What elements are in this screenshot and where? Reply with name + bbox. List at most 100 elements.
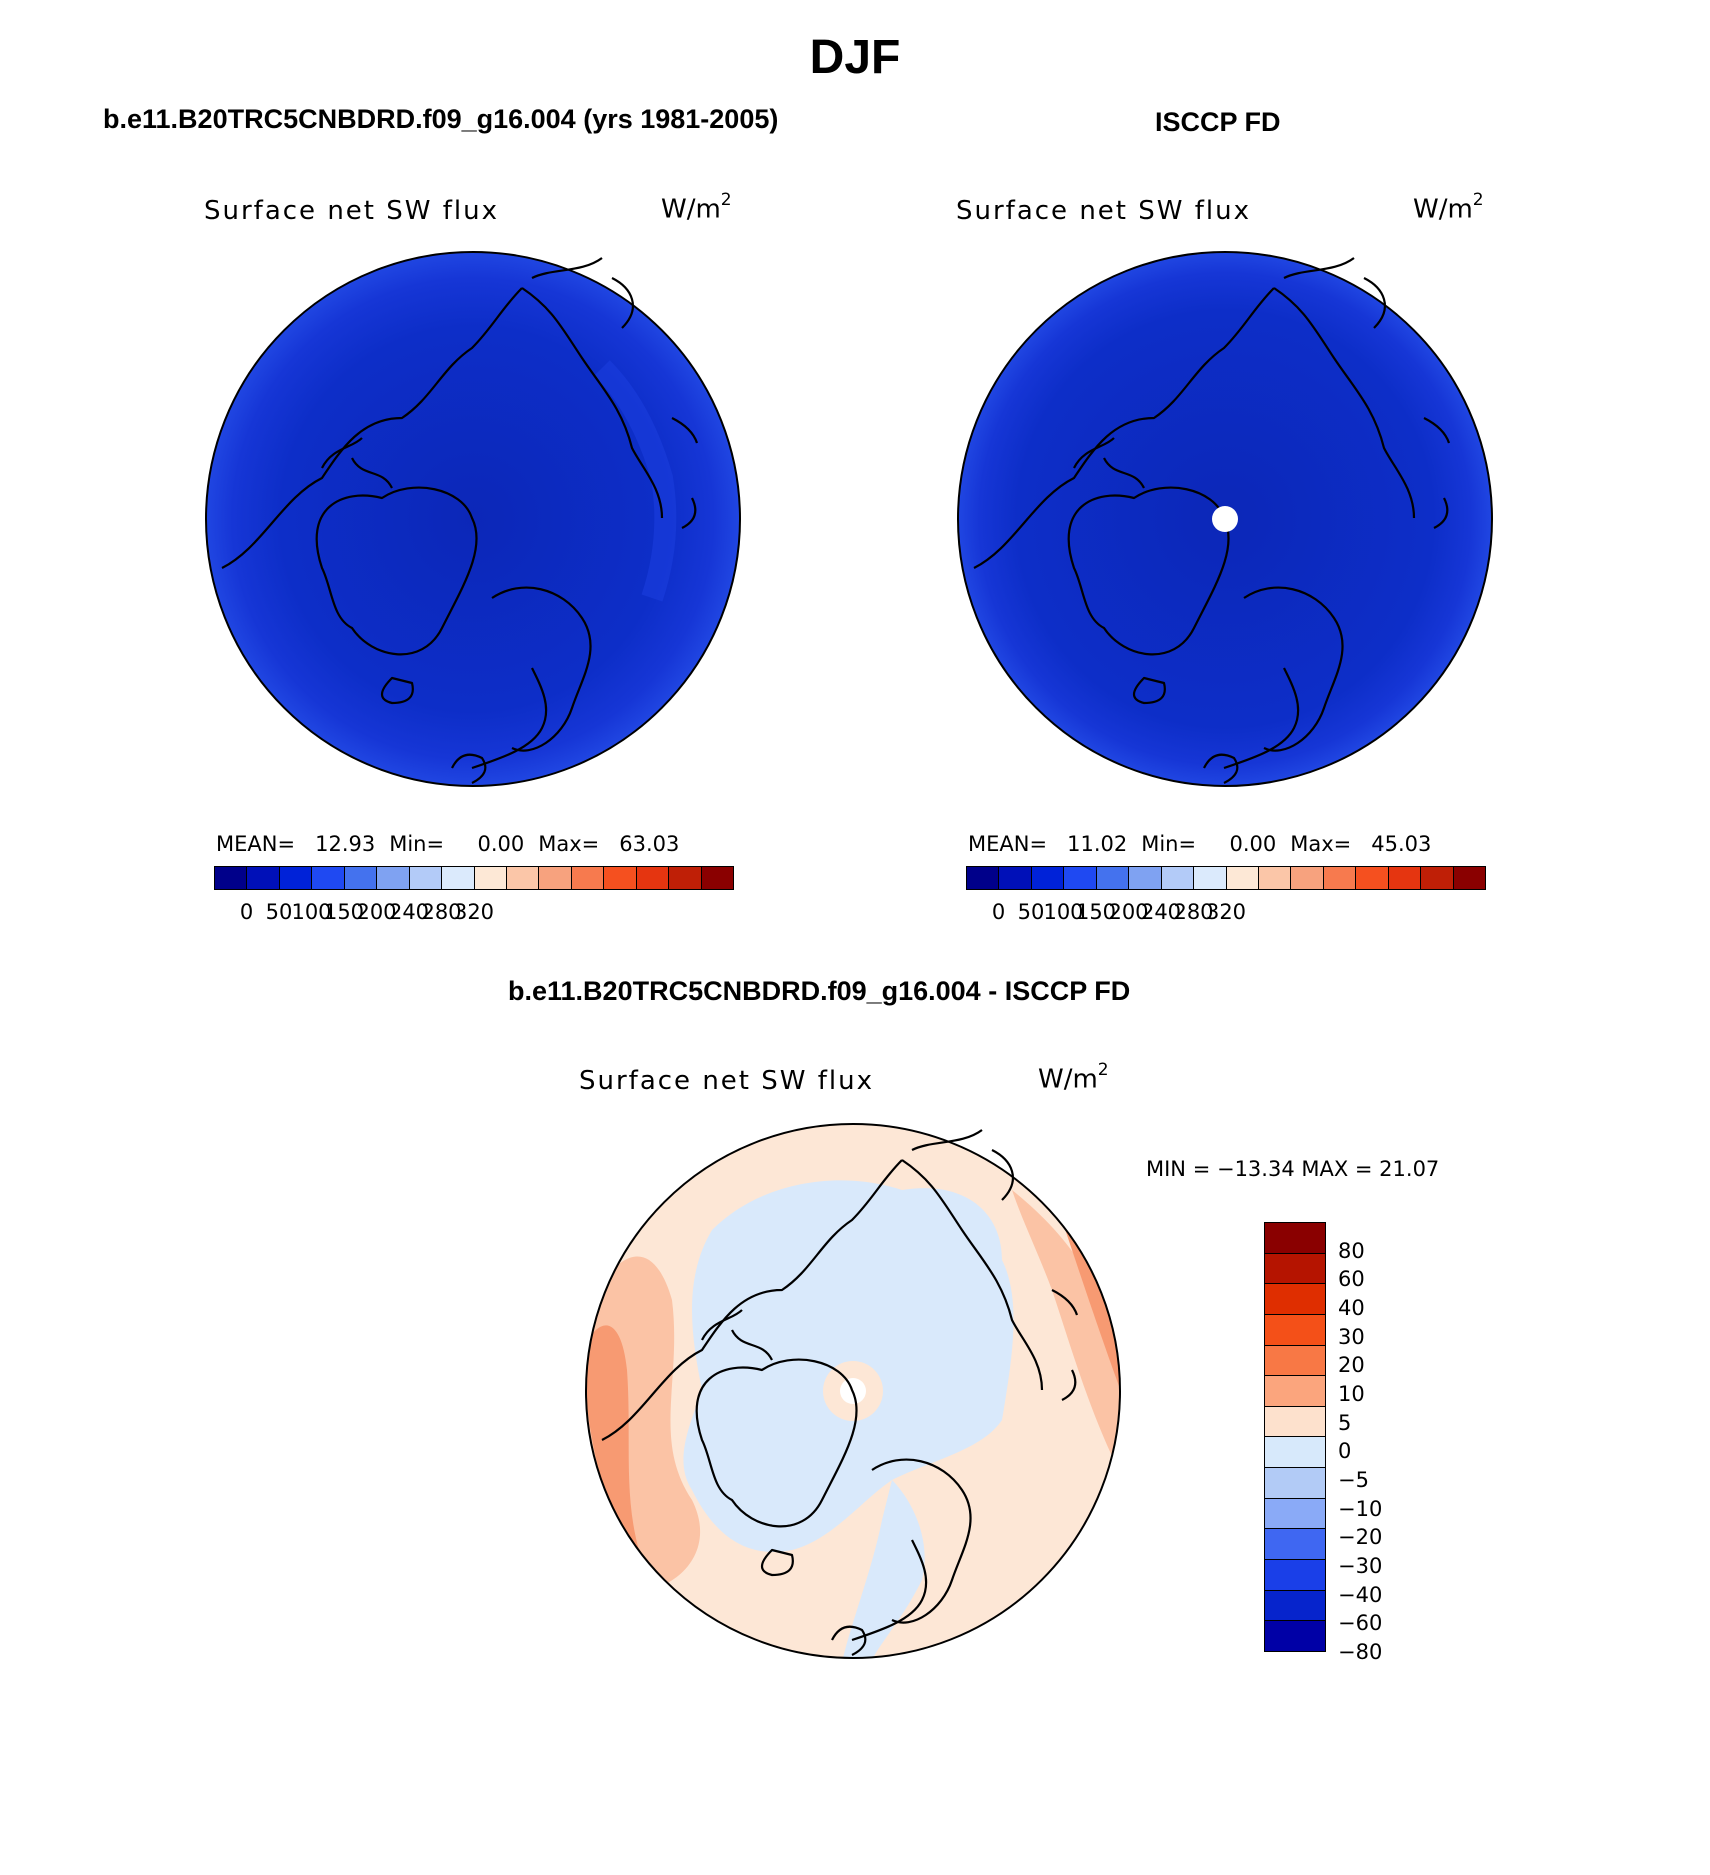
model-colorbar-swatch (604, 867, 637, 889)
diff-colorbar (1264, 1222, 1326, 1652)
model-colorbar-swatch (215, 867, 248, 889)
diff-colorbar-swatch (1265, 1314, 1325, 1346)
diff-colorbar-swatch (1265, 1560, 1325, 1591)
model-colorbar-tick-label: 50 (265, 900, 293, 924)
obs-colorbar-swatch (1161, 867, 1195, 889)
model-colorbar-swatch (636, 867, 670, 889)
diff-colorbar-swatch (1265, 1437, 1325, 1469)
obs-colorbar-tick-label: 50 (1017, 900, 1045, 924)
obs-colorbar-swatch (1356, 867, 1389, 889)
diff-colorbar-label: −80 (1338, 1640, 1383, 1664)
model-colorbar-tick-label: 100 (291, 900, 332, 924)
diff-variable-label: Surface net SW flux (579, 1066, 874, 1096)
diff-colorbar-label: 30 (1338, 1324, 1365, 1349)
obs-colorbar-swatch (1031, 867, 1065, 889)
diff-colorbar-swatch (1265, 1345, 1325, 1377)
obs-colorbar-swatch (1096, 867, 1130, 889)
model-colorbar-swatch (344, 867, 378, 889)
obs-colorbar-swatch (1258, 867, 1292, 889)
diff-colorbar-swatch (1265, 1376, 1325, 1407)
obs-colorbar-tick-label: 0 (991, 900, 1006, 924)
diff-colorbar-label: 80 (1338, 1238, 1365, 1263)
diff-colorbar-swatch (1265, 1590, 1325, 1622)
diff-colorbar-swatch (1265, 1223, 1325, 1254)
obs-panel-title: ISCCP FD (1155, 107, 1281, 137)
obs-map-border (957, 251, 1493, 787)
diff-colorbar-label: −20 (1338, 1525, 1383, 1550)
model-stats: MEAN= 12.93 Min= 0.00 Max= 63.03 (216, 832, 680, 856)
diff-colorbar-swatch (1265, 1498, 1325, 1530)
model-coastlines (221, 257, 699, 784)
diff-colorbar-label: 40 (1338, 1296, 1365, 1320)
diff-colorbar-label: −40 (1338, 1582, 1383, 1607)
obs-colorbar-swatch (1226, 867, 1259, 889)
obs-colorbar-swatch (999, 867, 1032, 889)
model-colorbar-swatch (442, 867, 475, 889)
figure-title: DJF (809, 31, 901, 84)
obs-colorbar-tick-label: 150 (1075, 900, 1117, 924)
diff-colorbar-labels: 80 60 40 30 20 10 5 0 −5 −10 −20 −30 −40 −60 −80 (1338, 1222, 1418, 1664)
obs-colorbar-swatch (1453, 867, 1485, 889)
model-colorbar-ticks: 0 50 100 150 200 240 280 320 (214, 900, 734, 926)
model-polar-map (205, 251, 741, 787)
obs-polar-map (957, 251, 1493, 787)
diff-colorbar-label: 20 (1338, 1353, 1365, 1378)
obs-colorbar-swatch (1421, 867, 1454, 889)
diff-colorbar-label: −5 (1338, 1468, 1369, 1492)
obs-stats: MEAN= 11.02 Min= 0.00 Max= 45.03 (968, 832, 1432, 856)
diff-polar-map (585, 1123, 1121, 1659)
diff-colorbar-label: 60 (1338, 1267, 1365, 1292)
model-colorbar-tick-label: 200 (356, 900, 397, 924)
model-colorbar-tick-label: 0 (239, 900, 254, 924)
obs-colorbar-tick-label: 240 (1140, 900, 1182, 924)
obs-units: W/m2 (1413, 190, 1484, 225)
diff-colorbar-label: −60 (1338, 1611, 1383, 1636)
diff-min-max: MIN = −13.34 MAX = 21.07 (1146, 1157, 1440, 1181)
model-colorbar-swatch (377, 867, 410, 889)
model-colorbar-swatch (474, 867, 507, 889)
diff-colorbar-swatch (1265, 1468, 1325, 1499)
diff-colorbar-label: 0 (1338, 1439, 1352, 1464)
diff-colorbar-swatch (1265, 1406, 1325, 1438)
obs-coastlines (973, 257, 1451, 784)
model-colorbar-swatch (669, 867, 702, 889)
model-colorbar-swatch (506, 867, 540, 889)
diff-colorbar-label: −10 (1338, 1496, 1383, 1521)
diff-panel-title: b.e11.B20TRC5CNBDRD.f09_g16.004 - ISCCP … (508, 976, 1131, 1006)
model-colorbar-swatch (247, 867, 280, 889)
diff-colorbar-label: 5 (1338, 1410, 1352, 1435)
model-colorbar-swatch (539, 867, 572, 889)
model-units: W/m2 (661, 190, 732, 225)
obs-colorbar-swatch (1323, 867, 1357, 889)
obs-colorbar-ticks: 0 50 100 150 200 240 280 320 (966, 900, 1486, 926)
model-colorbar-swatch (312, 867, 345, 889)
obs-colorbar (966, 866, 1486, 890)
model-colorbar-swatch (279, 867, 313, 889)
obs-colorbar-swatch (1129, 867, 1162, 889)
obs-variable-label: Surface net SW flux (956, 196, 1251, 226)
obs-colorbar-tick-label: 280 (1173, 900, 1214, 924)
diff-units: W/m2 (1038, 1060, 1109, 1095)
obs-colorbar-tick-label: 320 (1205, 900, 1247, 924)
model-colorbar-swatch (701, 867, 733, 889)
model-colorbar-swatch (409, 867, 443, 889)
model-map-border (205, 251, 741, 787)
diff-colorbar-swatch (1265, 1284, 1325, 1315)
model-colorbar-swatch (571, 867, 605, 889)
diff-colorbar-swatch (1265, 1253, 1325, 1285)
model-colorbar-tick-label: 240 (388, 900, 430, 924)
obs-colorbar-tick-label: 200 (1108, 900, 1149, 924)
obs-colorbar-swatch (1291, 867, 1324, 889)
diff-coastlines (601, 1129, 1079, 1656)
diff-colorbar-label: 10 (1338, 1382, 1365, 1406)
model-panel-title: b.e11.B20TRC5CNBDRD.f09_g16.004 (yrs 198… (103, 104, 779, 134)
diff-colorbar-swatch (1265, 1621, 1325, 1651)
model-colorbar-tick-label: 320 (453, 900, 495, 924)
model-colorbar-tick-label: 150 (323, 900, 365, 924)
diff-colorbar-label: −30 (1338, 1554, 1383, 1578)
diff-colorbar-swatch (1265, 1529, 1325, 1561)
model-colorbar (214, 866, 734, 890)
obs-colorbar-tick-label: 100 (1043, 900, 1084, 924)
model-variable-label: Surface net SW flux (204, 196, 499, 226)
obs-colorbar-swatch (1194, 867, 1227, 889)
